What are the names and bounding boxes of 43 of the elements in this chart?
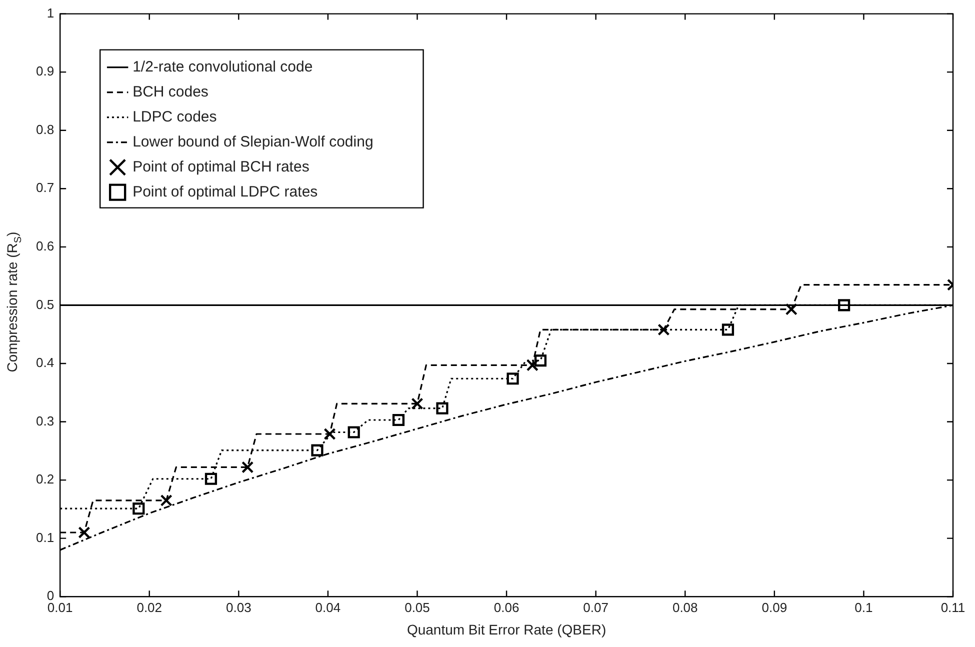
x-tick-label: 0.08 — [672, 600, 698, 615]
x-tick-label: 0.09 — [762, 600, 788, 615]
point — [838, 299, 850, 312]
point — [324, 428, 336, 440]
point — [534, 354, 547, 367]
y-tick-label: 0.2 — [36, 472, 54, 487]
point — [132, 502, 145, 515]
x-tick-label: 0.03 — [226, 600, 252, 615]
point — [242, 461, 254, 474]
point — [722, 324, 734, 336]
legend-label: Lower bound of Slepian-Wolf coding — [132, 133, 374, 150]
y-tick-label: 0.1 — [36, 530, 54, 545]
point — [411, 398, 424, 410]
x-tick-label: 0.07 — [583, 600, 608, 615]
point — [506, 372, 519, 385]
y-tick-label: 0.3 — [36, 413, 54, 428]
y-tick-label: 0.5 — [36, 296, 54, 312]
point — [78, 526, 90, 539]
x-tick-label: 0.04 — [315, 600, 341, 615]
legend-label: 1/2-rate convolutional code — [132, 58, 313, 76]
point — [311, 444, 324, 456]
legend-label: Point of optimal LDPC rates — [132, 183, 318, 200]
x-tick-label: 0.11 — [940, 600, 966, 615]
legend-label: Point of optimal BCH rates — [132, 158, 310, 176]
point — [348, 426, 360, 438]
y-tick-label: 0.8 — [36, 122, 54, 137]
point — [204, 472, 218, 485]
point — [160, 494, 172, 506]
legend-label: LDPC codes — [132, 108, 217, 126]
point — [436, 402, 448, 414]
x-tick-label: 0.1 — [854, 600, 873, 615]
y-tick-label: 0.9 — [36, 64, 54, 79]
y-tick-label: 0.7 — [36, 180, 54, 196]
x-tick-label: 0.05 — [404, 600, 430, 615]
y-tick-label: 0.4 — [36, 355, 54, 370]
x-tick-label: 0.06 — [494, 600, 520, 615]
x-axis-title: Quantum Bit Error Rate (QBER) — [406, 621, 606, 638]
y-tick-label: 1 — [46, 5, 54, 20]
y-tick-label: 0.6 — [36, 238, 54, 254]
point — [392, 414, 405, 426]
legend-label: BCH codes — [132, 83, 208, 100]
x-tick-label: 0.02 — [136, 600, 162, 615]
point — [658, 324, 670, 336]
